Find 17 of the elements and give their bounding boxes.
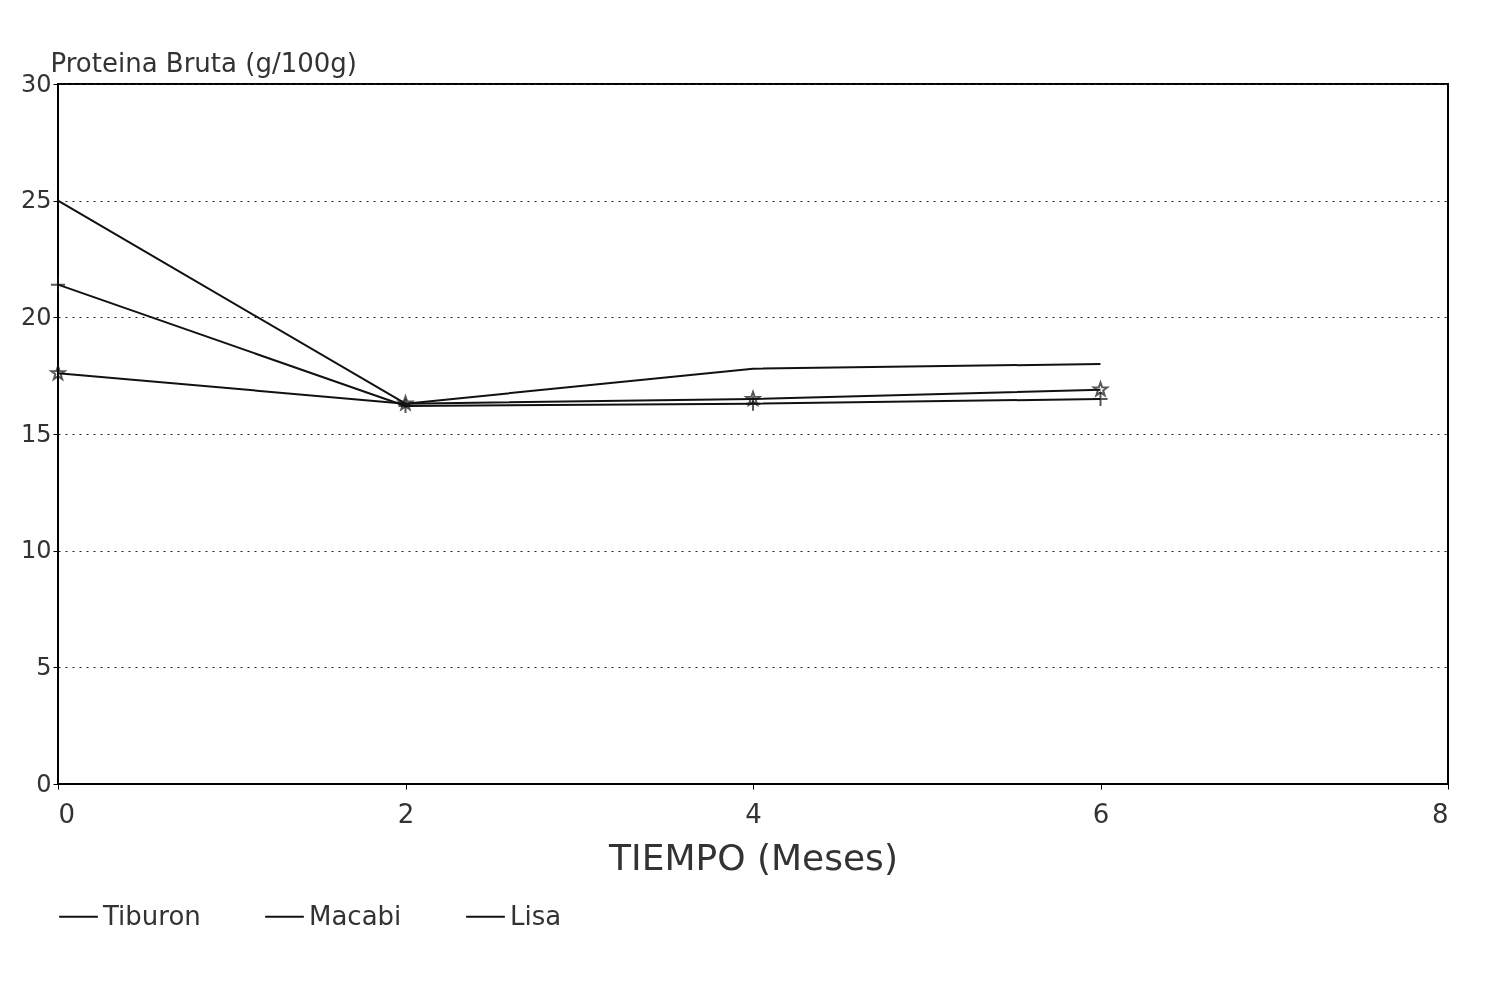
- x-tick-label: 4: [745, 798, 762, 829]
- x-tick-label: 2: [397, 798, 415, 829]
- y-tick-label: 20: [20, 302, 52, 331]
- y-axis-title: Proteina Bruta (g/100g): [50, 47, 357, 78]
- y-tick-label: 15: [20, 419, 52, 448]
- y-tick-label: 25: [20, 186, 52, 215]
- x-tick-label: 0: [58, 798, 76, 829]
- legend-label: Tiburon: [102, 900, 201, 931]
- y-tick-label: 10: [20, 536, 52, 565]
- legend-label: Macabi: [309, 900, 402, 931]
- x-tick-label: 8: [1431, 798, 1449, 829]
- y-tick-label: 5: [36, 652, 52, 681]
- y-tick-label: 0: [36, 769, 52, 798]
- x-tick-label: 6: [1092, 798, 1110, 829]
- x-axis-title: TIEMPO (Meses): [608, 836, 898, 878]
- legend-label: Lisa: [510, 900, 562, 931]
- y-tick-label: 30: [20, 69, 52, 98]
